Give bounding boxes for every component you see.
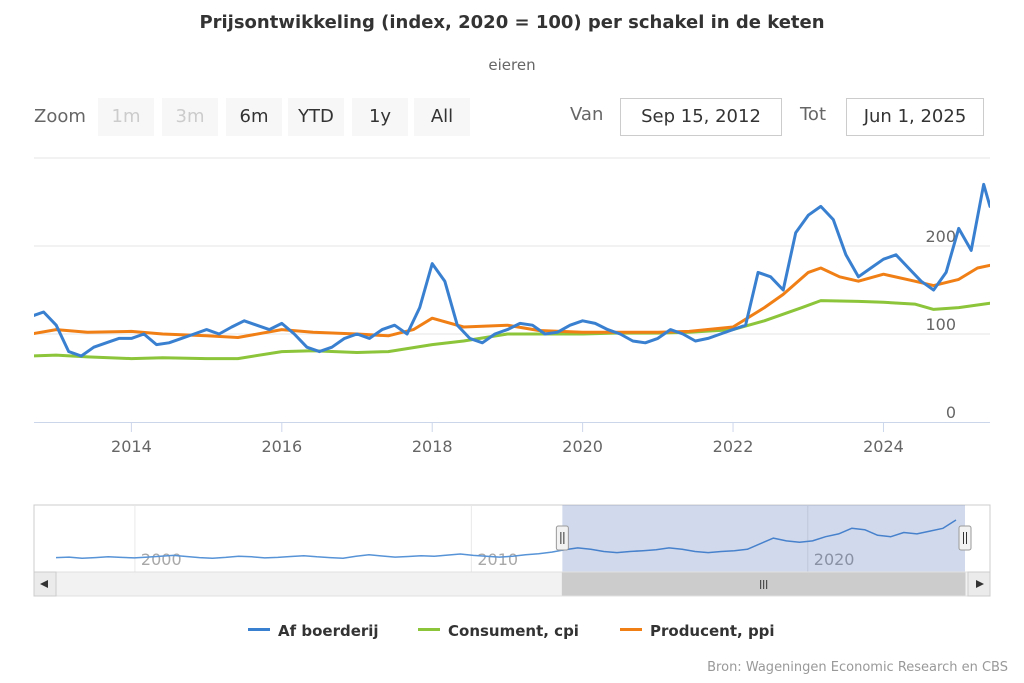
x-tick-label: 2016 bbox=[261, 437, 302, 456]
navigator-tick-label: 2010 bbox=[477, 550, 518, 569]
navigator-handle-right[interactable] bbox=[958, 525, 972, 551]
y-tick-label: 100 bbox=[925, 315, 956, 334]
navigator-series-line bbox=[55, 519, 957, 559]
navigator-unselected-mask bbox=[35, 506, 563, 571]
y-tick-label: 200 bbox=[925, 227, 956, 246]
handle-body bbox=[958, 525, 972, 551]
x-tick-label: 2018 bbox=[412, 437, 453, 456]
legend-label: Producent, ppi bbox=[650, 622, 775, 640]
x-tick-label: 2020 bbox=[562, 437, 603, 456]
legend-item-producent[interactable]: Producent, ppi bbox=[620, 622, 775, 640]
range-to-label: Tot bbox=[800, 104, 827, 125]
zoom-3m-button[interactable]: 3m bbox=[162, 98, 218, 136]
series-line-consument-cpi bbox=[34, 299, 990, 361]
x-tick-label: 2022 bbox=[713, 437, 754, 456]
navigator-frame bbox=[33, 504, 991, 573]
legend-swatch-green bbox=[418, 628, 440, 631]
navigator-selection-mask bbox=[562, 505, 965, 572]
legend-item-consument[interactable]: Consument, cpi bbox=[418, 622, 579, 640]
legend-item-af-boerderij[interactable]: Af boerderij bbox=[248, 622, 379, 640]
zoom-ytd-button[interactable]: YTD bbox=[288, 98, 344, 136]
zoom-1y-button[interactable]: 1y bbox=[352, 98, 408, 136]
chart-title: Prijsontwikkeling (index, 2020 = 100) pe… bbox=[199, 12, 825, 33]
legend: Af boerderij Consument, cpi Producent, p… bbox=[0, 622, 1024, 646]
arrow-right-icon bbox=[976, 580, 984, 588]
zoom-6m-button[interactable]: 6m bbox=[226, 98, 282, 136]
y-tick-label: 0 bbox=[946, 403, 956, 422]
legend-label: Af boerderij bbox=[278, 622, 379, 640]
credits: Bron: Wageningen Economic Research en CB… bbox=[707, 660, 1008, 675]
legend-label: Consument, cpi bbox=[448, 622, 579, 640]
series-line-producent-ppi bbox=[34, 263, 990, 339]
zoom-label: Zoom bbox=[34, 106, 86, 127]
range-to-input[interactable]: Jun 1, 2025 bbox=[846, 98, 984, 136]
arrow-left-icon bbox=[40, 580, 48, 588]
x-tick-label: 2014 bbox=[111, 437, 152, 456]
zoom-all-button[interactable]: All bbox=[414, 98, 470, 136]
handle-body bbox=[555, 525, 569, 551]
series-line-af-boerderij bbox=[34, 182, 990, 358]
navigator-tick-label: 2000 bbox=[141, 550, 182, 569]
range-from-label: Van bbox=[570, 104, 604, 125]
navigator-tick-label: 2020 bbox=[814, 550, 855, 569]
legend-swatch-orange bbox=[620, 628, 642, 631]
x-tick-label: 2024 bbox=[863, 437, 904, 456]
range-from-input[interactable]: Sep 15, 2012 bbox=[620, 98, 782, 136]
zoom-1m-button[interactable]: 1m bbox=[98, 98, 154, 136]
chart-subtitle: eieren bbox=[488, 56, 536, 74]
navigator-handle-left[interactable] bbox=[555, 525, 569, 551]
legend-swatch-blue bbox=[248, 628, 270, 631]
